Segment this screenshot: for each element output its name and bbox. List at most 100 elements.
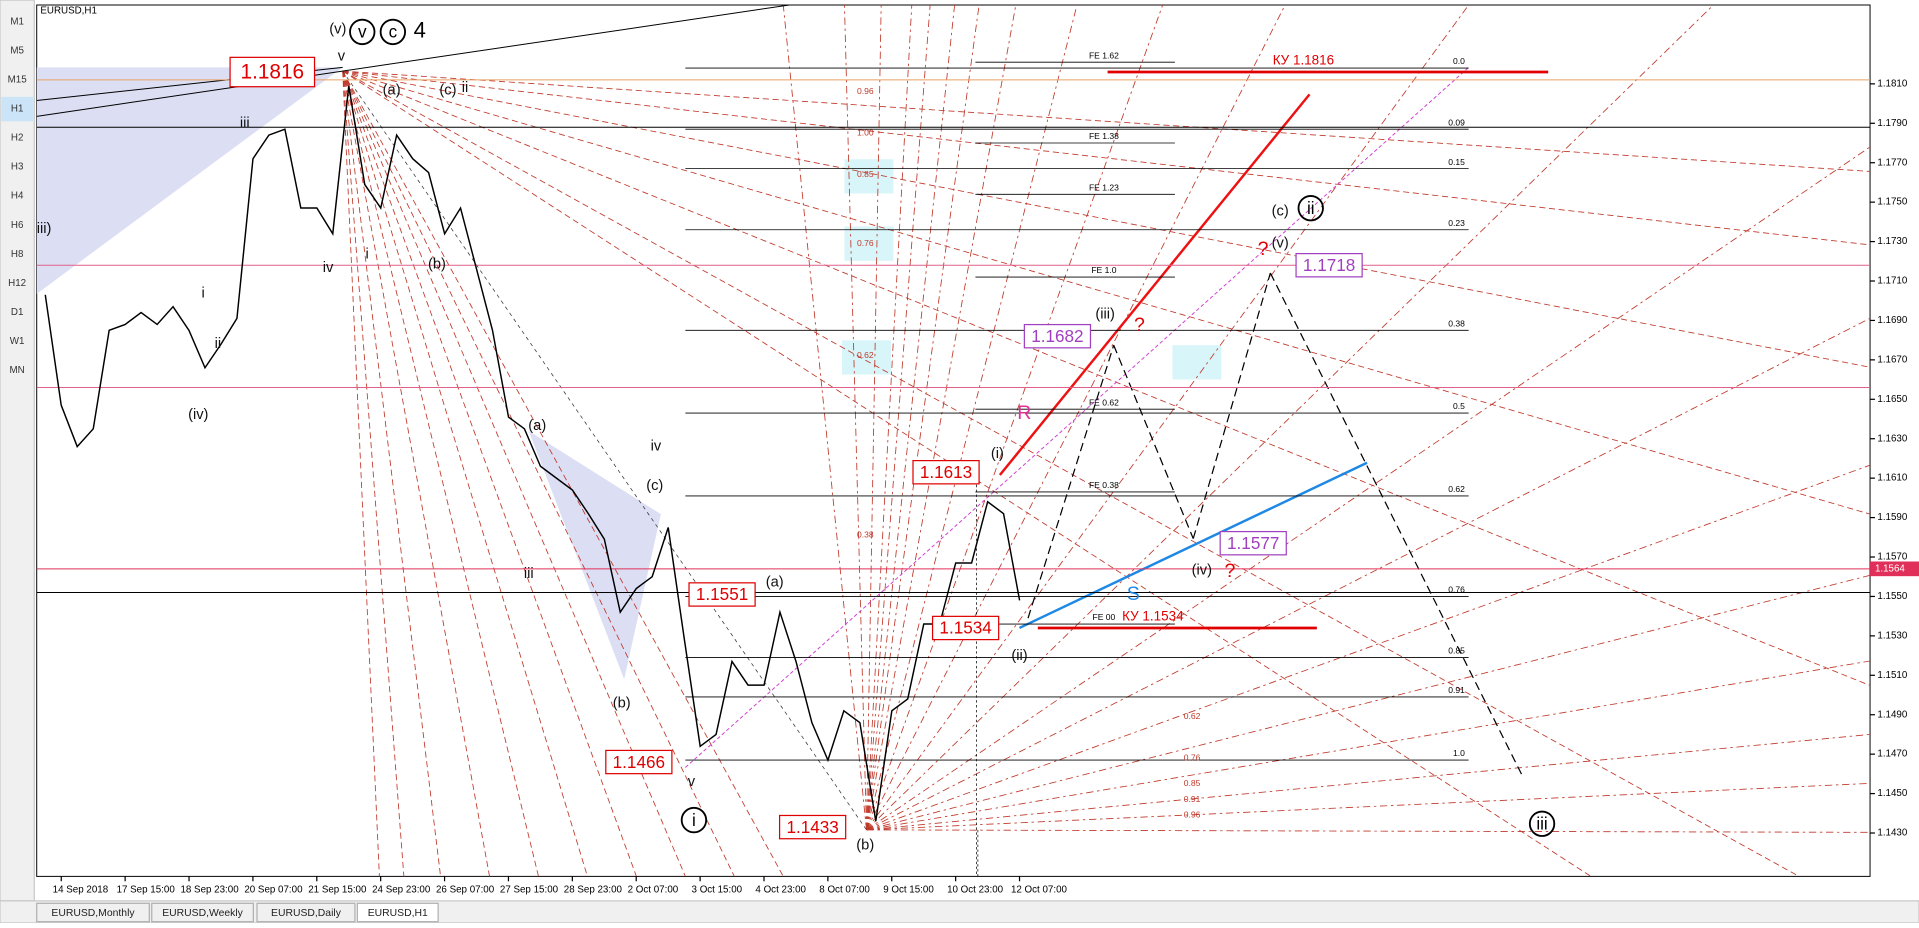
- price-line-series: [44, 85, 1021, 822]
- y-tick-label: 1.1710: [1877, 276, 1907, 287]
- fib-label: 1.0: [1453, 748, 1465, 758]
- fan-line: [866, 5, 1078, 830]
- fan-line: [342, 70, 1592, 877]
- retracement-label: 0.76: [1184, 752, 1201, 762]
- fib-label: 0.91: [1448, 685, 1465, 695]
- fan-line: [342, 71, 442, 877]
- circled-label: c: [389, 22, 398, 42]
- circled-label: v: [358, 22, 367, 42]
- wave-label: i: [202, 286, 205, 302]
- fan-line: [866, 733, 1871, 831]
- timeframe-button[interactable]: M1: [10, 17, 24, 28]
- fan-line: [866, 5, 913, 830]
- price-label: 1.1433: [786, 817, 838, 837]
- timeframe-button[interactable]: M15: [8, 75, 28, 86]
- wave-label: (iv): [188, 407, 208, 423]
- fan-line: [342, 70, 686, 877]
- fan-line: [342, 70, 735, 877]
- y-tick-label: 1.1630: [1877, 433, 1907, 444]
- fan-line: [866, 660, 1871, 831]
- wave-label: (v): [329, 21, 346, 37]
- chart-tab[interactable]: [36, 902, 150, 923]
- retracement-label: 0.85: [1184, 778, 1201, 788]
- price-box: [1295, 252, 1363, 278]
- fan-line: [866, 829, 1871, 833]
- price-label: 1.1534: [939, 618, 992, 638]
- ku-label: КУ 1.1816: [1273, 53, 1334, 68]
- timeframe-button[interactable]: H2: [11, 133, 24, 144]
- fan-line: [342, 71, 405, 877]
- fib-label: 0.5: [1453, 401, 1465, 411]
- wave-label: iv: [651, 439, 662, 455]
- chart-tab[interactable]: [356, 902, 439, 923]
- retracement-label: 0.91: [1184, 794, 1201, 804]
- fe-label: FE 00: [1093, 612, 1116, 622]
- y-tick-label: 1.1730: [1877, 236, 1907, 247]
- retracement-label: 0.96: [1184, 810, 1201, 820]
- marker: ?: [1134, 314, 1145, 336]
- timeframe-button[interactable]: M5: [10, 46, 24, 57]
- fe-label: FE 1.0: [1091, 265, 1116, 275]
- fan-line: [342, 70, 637, 877]
- wave-label: iii): [37, 221, 52, 237]
- marker: S: [1127, 583, 1140, 605]
- y-tick-label: 1.1450: [1877, 788, 1907, 799]
- timeframe-button[interactable]: D1: [11, 307, 24, 318]
- timeframe-button[interactable]: H12: [8, 278, 26, 289]
- fe-label: FE 1.62: [1089, 50, 1119, 60]
- wave-label: (b): [613, 696, 631, 712]
- y-tick-label: 1.1810: [1877, 78, 1907, 89]
- wave-circle: [680, 806, 708, 834]
- fib-label: 0.85: [1448, 646, 1465, 656]
- fan-line: [342, 70, 1871, 686]
- timeframe-button[interactable]: H1: [11, 104, 24, 115]
- x-tick-label: 2 Oct 07:00: [628, 884, 679, 895]
- current-price-box: [1870, 561, 1919, 577]
- wave-label: ii: [462, 80, 469, 96]
- retracement-label: 0.85: [857, 169, 874, 179]
- fan-line: [866, 5, 931, 830]
- y-tick-label: 1.1570: [1877, 552, 1907, 563]
- price-label: 1.1466: [613, 752, 665, 772]
- chart-tab-label: EURUSD,H1: [368, 908, 428, 919]
- x-tick-label: 4 Oct 23:00: [755, 884, 806, 895]
- fan-line: [866, 146, 1871, 831]
- zone: [1172, 345, 1222, 380]
- y-tick-label: 1.1690: [1877, 315, 1907, 326]
- x-tick-label: 24 Sep 23:00: [372, 884, 431, 895]
- y-tick-label: 1.1650: [1877, 394, 1907, 405]
- chart-tab[interactable]: [256, 902, 356, 923]
- x-tick-label: 28 Sep 23:00: [564, 884, 623, 895]
- path-arrow: [1192, 272, 1271, 539]
- retracement-label: 0.62: [1184, 711, 1201, 721]
- ku-label: КУ 1.1534: [1122, 609, 1184, 624]
- price-box: [931, 615, 1000, 641]
- chart-tab-label: EURUSD,Monthly: [51, 908, 135, 919]
- timeframe-button[interactable]: H3: [11, 162, 24, 173]
- wave-label: (b): [428, 256, 446, 272]
- fan-line: [866, 5, 1469, 831]
- chart-tab[interactable]: [151, 902, 254, 923]
- fib-label: 0.76: [1448, 585, 1465, 595]
- fan-line: [866, 464, 1871, 831]
- y-tick-label: 1.1510: [1877, 670, 1907, 681]
- timeframe-button[interactable]: H6: [11, 220, 24, 231]
- current-price-label: 1.1564: [1875, 563, 1905, 574]
- timeframe-button[interactable]: H8: [11, 249, 24, 260]
- wave-degree: 4: [414, 18, 426, 43]
- fan-line: [342, 70, 1871, 515]
- fib-label: 0.38: [1448, 318, 1465, 328]
- shade: [36, 67, 343, 294]
- timeframe-button[interactable]: MN: [10, 365, 25, 376]
- x-tick-label: 18 Sep 23:00: [180, 884, 239, 895]
- fan-line: [866, 5, 882, 830]
- fib-label: 0.62: [1448, 484, 1465, 494]
- timeframe-button[interactable]: W1: [10, 336, 25, 347]
- y-tick-label: 1.1610: [1877, 473, 1907, 484]
- wave-label: (v): [1272, 236, 1289, 252]
- timeframe-button[interactable]: H4: [11, 191, 24, 202]
- fan-line: [866, 574, 1871, 831]
- price-label: 1.1718: [1303, 255, 1355, 275]
- retracement-label: 0.76: [857, 238, 874, 248]
